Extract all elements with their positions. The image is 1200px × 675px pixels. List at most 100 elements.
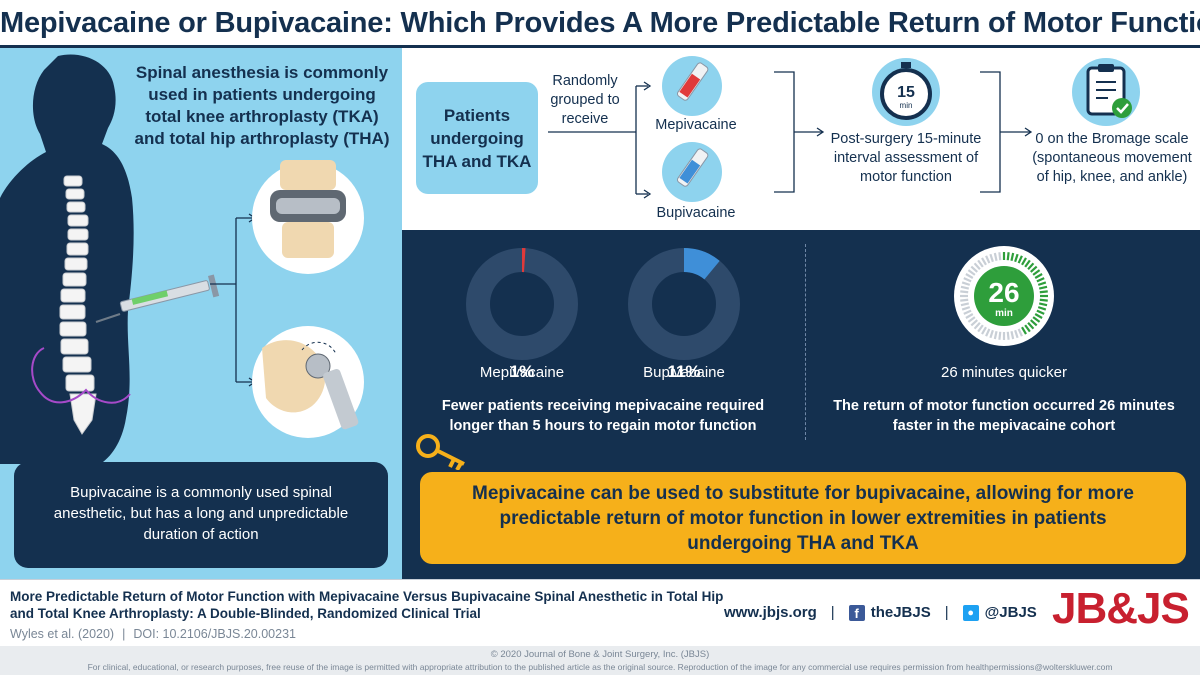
flow-diagram: 15 min <box>548 56 1140 202</box>
stopwatch-15-unit: min <box>900 101 913 110</box>
donut-chart-bupivacaine <box>628 248 740 360</box>
flow-connectors <box>548 71 1033 199</box>
results-graphics: 26 min <box>466 246 1054 360</box>
timer-tick <box>1038 285 1048 290</box>
timer-tick <box>960 302 970 307</box>
timer-tick <box>1010 252 1015 262</box>
facebook-icon: f <box>848 604 865 621</box>
copyright-text: © 2020 Journal of Bone & Joint Surgery, … <box>490 649 710 660</box>
hip-icon <box>252 326 364 438</box>
doi[interactable]: DOI: 10.2106/JBJS.20.00231 <box>133 627 296 641</box>
timer-ticks <box>960 252 1048 340</box>
timer-tick <box>1037 306 1047 311</box>
bupivacaine-syringe-icon <box>662 142 722 202</box>
connector-lines <box>210 213 257 387</box>
donut-1-pct: 11% <box>667 362 701 381</box>
timer-tick <box>1036 309 1045 315</box>
timer-tick <box>1024 324 1031 333</box>
timer-tick <box>1017 255 1023 264</box>
timer-tick <box>1030 265 1038 273</box>
page-title: Mepivacaine or Bupivacaine: Which Provid… <box>0 7 1200 39</box>
conclusion-box: Mepivacaine can be used to substitute fo… <box>420 472 1186 564</box>
timer-tick <box>961 281 971 286</box>
timer-tick <box>970 319 978 327</box>
timer-tick <box>998 252 1002 261</box>
timer-tick <box>1021 326 1027 335</box>
timer-tick <box>993 330 998 340</box>
timer-tick <box>985 328 991 337</box>
citation: Wyles et al. (2020) | DOI: 10.2106/JBJS.20… <box>10 627 296 641</box>
drug-b-label: Bupivacaine <box>656 205 736 221</box>
timer-tick <box>961 306 971 311</box>
pelvis-outline <box>31 347 131 404</box>
left-panel: Spinal anesthesia is commonly used in pa… <box>0 48 402 579</box>
left-intro-text: Spinal anesthesia is commonly used in pa… <box>134 63 390 148</box>
website-link[interactable]: www.jbjs.org <box>724 604 817 621</box>
timer-tick <box>1034 273 1043 279</box>
timer-tick <box>985 255 991 264</box>
timer-tick <box>963 309 972 315</box>
results-divider <box>805 244 806 440</box>
timer-tick <box>1017 328 1023 337</box>
assessment-text: Post-surgery 15-minute interval assessme… <box>830 131 982 185</box>
timer-tick <box>1030 319 1038 327</box>
twitter-link[interactable]: @JBJS <box>984 604 1037 621</box>
donut-value-arc <box>683 248 720 280</box>
timer-tick <box>1032 316 1041 323</box>
timer-tick <box>965 313 974 319</box>
timer-tick <box>981 326 987 335</box>
donut-0-pct: 1% <box>509 362 535 381</box>
timer-tick <box>1014 329 1019 339</box>
timer-tick <box>989 329 994 339</box>
patients-box: Patients undergoing THA and TKA <box>416 82 538 194</box>
donut-chart-mepivacaine <box>466 248 578 360</box>
grouped-text: Randomly grouped to receive <box>550 73 620 127</box>
timer-tick <box>967 269 976 276</box>
timer-tick <box>1034 313 1043 319</box>
spine <box>59 175 97 435</box>
timer-tick <box>1037 281 1047 286</box>
authors: Wyles et al. (2020) <box>10 627 115 641</box>
timer-tick <box>963 277 972 283</box>
clipboard-check-icon <box>1072 58 1140 126</box>
article-title: More Predictable Return of Motor Functio… <box>10 589 724 621</box>
copyright-band: © 2020 Journal of Bone & Joint Surgery, … <box>0 646 1200 675</box>
timer-tick <box>1027 262 1035 270</box>
timer-tick <box>998 331 1002 340</box>
donut-track <box>628 248 740 360</box>
stopwatch-15-value: 15 <box>897 84 915 101</box>
timer-tick <box>1024 259 1031 268</box>
anatomy-illustration <box>0 54 364 464</box>
stopwatch-15-icon: 15 min <box>872 58 940 126</box>
timer-tick <box>1032 269 1041 276</box>
timer-tick <box>1039 290 1048 294</box>
conclusion-text: Mepivacaine can be used to substitute fo… <box>472 482 1134 554</box>
timer-tick <box>1006 252 1010 261</box>
timer-tick <box>977 259 984 268</box>
outcome-text: 0 on the Bromage scale (spontaneous move… <box>1032 131 1192 185</box>
timer-tick <box>1039 298 1048 302</box>
timer-26-icon: 26 min <box>954 246 1054 346</box>
timer-tick <box>967 316 976 323</box>
timer-tick <box>977 324 984 333</box>
timer-tick <box>1021 257 1027 266</box>
drug-a-label: Mepivacaine <box>655 117 737 133</box>
timer-26-value: 26 <box>988 277 1019 308</box>
facebook-link[interactable]: theJBJS <box>870 604 931 621</box>
timer-tick <box>981 257 987 266</box>
timer-tick <box>993 252 998 262</box>
timer-tick <box>1010 330 1015 340</box>
flow-panel: Patients undergoing THA and TKA Randomly… <box>402 48 1200 230</box>
timer-tick <box>1036 277 1045 283</box>
syringe-icon <box>95 274 220 323</box>
timer-tick <box>960 285 970 290</box>
timer-tick <box>960 298 969 302</box>
title-bar: Mepivacaine or Bupivacaine: Which Provid… <box>0 0 1200 48</box>
donut-track <box>466 248 578 360</box>
timer-tick <box>960 290 969 294</box>
mepivacaine-syringe-icon <box>662 56 722 116</box>
timer-tick <box>970 265 978 273</box>
timer-tick <box>965 273 974 279</box>
twitter-icon: ● <box>962 604 979 621</box>
timer-26-unit: min <box>995 308 1013 319</box>
